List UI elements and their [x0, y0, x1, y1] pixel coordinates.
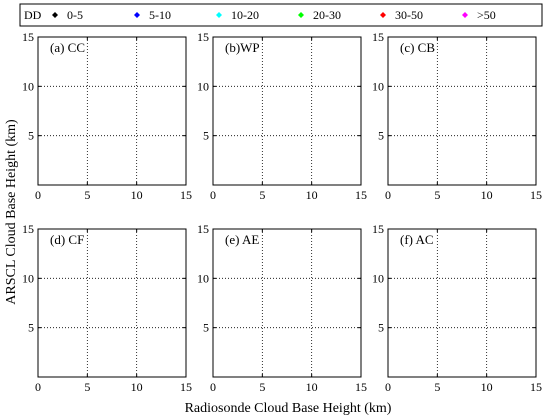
legend-label-4: 30-50 [395, 8, 423, 22]
x-axis-label: Radiosonde Cloud Base Height (km) [185, 401, 392, 416]
y-tick-label: 15 [372, 30, 384, 44]
legend-entry-3: 20-30 [298, 8, 341, 22]
y-tick-label: 15 [372, 222, 384, 236]
legend-label-1: 5-10 [149, 8, 171, 22]
legend-marker-0 [52, 12, 58, 18]
y-tick-label: 5 [28, 321, 34, 335]
x-tick-label: 5 [84, 188, 90, 202]
x-tick-label: 15 [530, 188, 542, 202]
y-tick-label: 15 [22, 222, 34, 236]
y-tick-label: 5 [203, 129, 209, 143]
y-tick-label: 15 [197, 30, 209, 44]
x-tick-label: 15 [180, 380, 192, 394]
plot-frame [387, 228, 537, 378]
x-tick-label: 0 [35, 380, 41, 394]
x-tick-label: 5 [434, 188, 440, 202]
plot-frame [212, 228, 362, 378]
y-tick-label: 15 [22, 30, 34, 44]
x-tick-label: 15 [355, 188, 367, 202]
plot-frame [212, 36, 362, 186]
x-tick-label: 0 [385, 380, 391, 394]
x-tick-label: 10 [481, 188, 493, 202]
y-tick-label: 5 [378, 129, 384, 143]
x-tick-label: 5 [84, 380, 90, 394]
y-tick-label: 10 [372, 79, 384, 93]
panel-4: 0 5 10 15 5 10 15 (e) AE [197, 222, 367, 394]
plot-area [213, 229, 361, 377]
points [390, 37, 517, 179]
plot-frame [387, 36, 537, 186]
legend-label-2: 10-20 [231, 8, 259, 22]
x-tick-label: 5 [434, 380, 440, 394]
y-tick-label: 5 [203, 321, 209, 335]
panel-1: 0 5 10 15 5 10 15 (b)WP [197, 30, 367, 202]
x-tick-label: 10 [481, 380, 493, 394]
y-tick-label: 10 [372, 271, 384, 285]
panel-5: 0 5 10 15 5 10 15 (f) AC [372, 222, 542, 394]
x-tick-label: 10 [306, 380, 318, 394]
plot-frame [37, 36, 187, 186]
legend-marker-1 [134, 12, 140, 18]
legend-marker-2 [216, 12, 222, 18]
panel-label: (d) CF [50, 232, 84, 247]
legend-entry-2: 10-20 [216, 8, 259, 22]
x-tick-label: 0 [35, 188, 41, 202]
x-tick-label: 10 [306, 188, 318, 202]
legend-marker-4 [380, 12, 386, 18]
points [40, 37, 177, 182]
panel-label: (e) AE [225, 232, 259, 247]
y-tick-label: 10 [197, 79, 209, 93]
x-tick-label: 0 [210, 188, 216, 202]
x-tick-label: 15 [530, 380, 542, 394]
y-tick-label: 10 [22, 79, 34, 93]
x-tick-label: 10 [131, 188, 143, 202]
x-tick-label: 5 [259, 188, 265, 202]
legend-marker-5 [462, 12, 468, 18]
y-tick-label: 5 [378, 321, 384, 335]
legend-label-5: >50 [477, 8, 496, 22]
x-tick-label: 15 [180, 188, 192, 202]
points [214, 37, 352, 181]
x-tick-label: 10 [131, 380, 143, 394]
y-tick-label: 10 [22, 271, 34, 285]
panel-label: (c) CB [400, 40, 435, 55]
panel-3: 0 5 10 15 5 10 15 (d) CF [22, 222, 192, 394]
x-tick-label: 15 [355, 380, 367, 394]
legend-entry-5: >50 [462, 8, 496, 22]
legend-label-0: 0-5 [67, 8, 83, 22]
legend-entry-1: 5-10 [134, 8, 171, 22]
y-tick-label: 15 [197, 222, 209, 236]
y-tick-label: 10 [197, 271, 209, 285]
legend-prefix: DD [24, 8, 42, 22]
legend-entry-4: 30-50 [380, 8, 423, 22]
panel-label: (b)WP [225, 40, 260, 55]
legend-label-3: 20-30 [313, 8, 341, 22]
legend: DD 0-5 5-10 10-20 20-30 30-50 >50 [19, 3, 543, 27]
plot-area [38, 37, 186, 185]
legend-entry-0: 0-5 [52, 8, 83, 22]
panel-label: (a) CC [50, 40, 85, 55]
plot-area [38, 229, 186, 377]
panel-label: (f) AC [400, 232, 434, 247]
legend-marker-3 [298, 12, 304, 18]
plot-area [388, 229, 536, 377]
x-tick-label: 0 [385, 188, 391, 202]
panels: 0 5 10 15 5 10 15 (a) CC 0 5 10 15 5 10 15 (b)WP 0 5 10 15 5… [22, 30, 542, 394]
x-tick-label: 0 [210, 380, 216, 394]
x-tick-label: 5 [259, 380, 265, 394]
plot-area [213, 37, 361, 185]
plot-frame [37, 228, 187, 378]
y-tick-label: 5 [28, 129, 34, 143]
panel-0: 0 5 10 15 5 10 15 (a) CC [22, 30, 192, 202]
legend-box [19, 3, 543, 27]
panel-2: 0 5 10 15 5 10 15 (c) CB [372, 30, 542, 202]
y-axis-label: ARSCL Cloud Base Height (km) [4, 119, 19, 305]
plot-area [388, 37, 536, 185]
